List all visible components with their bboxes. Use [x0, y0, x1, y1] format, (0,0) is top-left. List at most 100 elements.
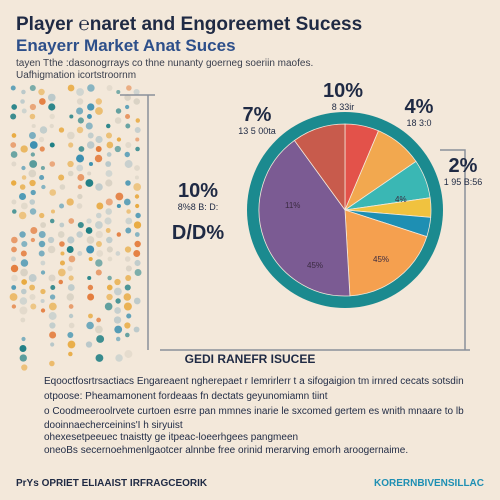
- decorative-dot: [40, 308, 46, 313]
- body-text-line: Eqooctfosrtrsactiacs Engareaent ngherepa…: [44, 376, 464, 387]
- decorative-dot: [49, 189, 57, 196]
- decorative-dot: [67, 160, 74, 168]
- decorative-dot: [115, 354, 123, 362]
- decorative-dot: [106, 236, 113, 244]
- decorative-dot: [85, 341, 93, 348]
- decorative-dot: [106, 141, 114, 149]
- decorative-dot: [20, 99, 25, 104]
- decorative-dot: [68, 351, 73, 357]
- callout-pct: 2%: [448, 155, 478, 177]
- decorative-dot: [133, 326, 140, 333]
- decorative-dot: [49, 161, 56, 167]
- decorative-dot: [133, 221, 142, 229]
- decorative-dot: [76, 231, 83, 238]
- decorative-dot: [49, 322, 56, 329]
- decorative-dot: [21, 240, 28, 248]
- decorative-dot: [106, 123, 111, 129]
- callout-pct: 4%: [404, 96, 434, 118]
- decorative-dot: [67, 340, 76, 349]
- callout-note: 8%8 B: D:: [177, 202, 219, 212]
- decorative-dot: [134, 240, 141, 248]
- decorative-dot: [11, 133, 17, 138]
- decorative-dot: [29, 141, 38, 149]
- callout-pct: 7%: [242, 104, 272, 126]
- pie-slice: [344, 209, 428, 297]
- decorative-dot: [30, 189, 36, 196]
- decorative-dot: [107, 275, 112, 281]
- decorative-dot: [114, 278, 121, 286]
- decorative-dot: [50, 285, 56, 290]
- pie-slice: [293, 123, 346, 212]
- decorative-dot: [68, 218, 75, 224]
- decorative-dot: [29, 160, 38, 168]
- decorative-dot: [87, 171, 92, 176]
- decorative-dot: [104, 302, 113, 311]
- decorative-dot: [66, 198, 74, 206]
- decorative-dot: [47, 236, 55, 244]
- decorative-dot: [68, 313, 74, 319]
- decorative-dot: [106, 284, 113, 291]
- decorative-dot: [39, 126, 48, 134]
- decorative-dot: [77, 221, 84, 229]
- decorative-dot: [29, 284, 36, 291]
- decorative-dot: [85, 122, 93, 130]
- decorative-dot: [11, 161, 17, 167]
- decorative-dot: [40, 270, 46, 275]
- decorative-dot: [114, 145, 121, 153]
- decorative-dot: [106, 293, 113, 301]
- decorative-dot: [86, 321, 94, 330]
- decorative-dot: [29, 113, 36, 120]
- decorative-dot: [38, 250, 45, 257]
- footer-left-text: PrYs OPRIET ELIAAIST IRFRAGCEORIK: [16, 478, 208, 489]
- callout-left-lower: D/D%: [166, 222, 230, 244]
- decorative-dot: [21, 165, 26, 171]
- decorative-dot: [29, 208, 37, 215]
- decorative-dot: [124, 246, 132, 253]
- decorative-dot: [106, 152, 112, 157]
- decorative-dot: [49, 360, 55, 367]
- callout-right: 2% 1 95 B:56: [438, 155, 488, 188]
- decorative-dot: [87, 84, 95, 92]
- decorative-dot: [39, 98, 46, 105]
- decorative-dot: [78, 146, 85, 152]
- decorative-dot: [39, 174, 45, 181]
- decorative-dot: [59, 184, 66, 190]
- decorative-dot: [125, 332, 130, 338]
- decorative-dot: [28, 169, 37, 178]
- callout-pct: 10%: [177, 180, 219, 202]
- decorative-dot: [124, 160, 133, 168]
- decorative-dot: [58, 174, 65, 181]
- decorative-dot: [87, 103, 95, 111]
- pie-inner-label: 45%: [307, 261, 323, 270]
- decorative-dot: [76, 126, 84, 134]
- decorative-dot: [67, 170, 74, 177]
- decorative-dot: [87, 132, 94, 139]
- decorative-dot: [88, 313, 93, 319]
- decorative-dot: [19, 297, 28, 305]
- callout-note: 18 3:0: [406, 118, 432, 128]
- decorative-dot: [19, 184, 26, 190]
- decorative-dot: [115, 192, 124, 201]
- decorative-dot: [124, 322, 131, 329]
- decorative-dot: [95, 98, 103, 105]
- decorative-dot: [19, 345, 27, 352]
- decorative-dot: [134, 194, 140, 199]
- decorative-dot: [39, 146, 45, 152]
- decorative-dot: [76, 107, 84, 115]
- decorative-dot: [113, 316, 122, 324]
- decorative-dot: [124, 151, 130, 158]
- decorative-dot: [40, 165, 45, 171]
- footer-right-text: KORERNBIVENSILLAC: [373, 478, 484, 489]
- decorative-dot: [115, 108, 122, 114]
- callout-note: 13 5 00ta: [238, 126, 276, 136]
- decorative-dot: [9, 293, 18, 301]
- decorative-dot: [76, 164, 84, 172]
- decorative-dot: [11, 104, 18, 110]
- decorative-dot: [134, 127, 141, 133]
- body-text-line: oneoBs secernoehmenlgaotcer alnnbe free …: [44, 445, 409, 456]
- decorative-dot: [135, 137, 140, 142]
- decorative-dot: [68, 142, 74, 148]
- decorative-dot: [68, 304, 74, 309]
- decorative-dot: [47, 245, 56, 254]
- decorative-dot: [105, 161, 112, 167]
